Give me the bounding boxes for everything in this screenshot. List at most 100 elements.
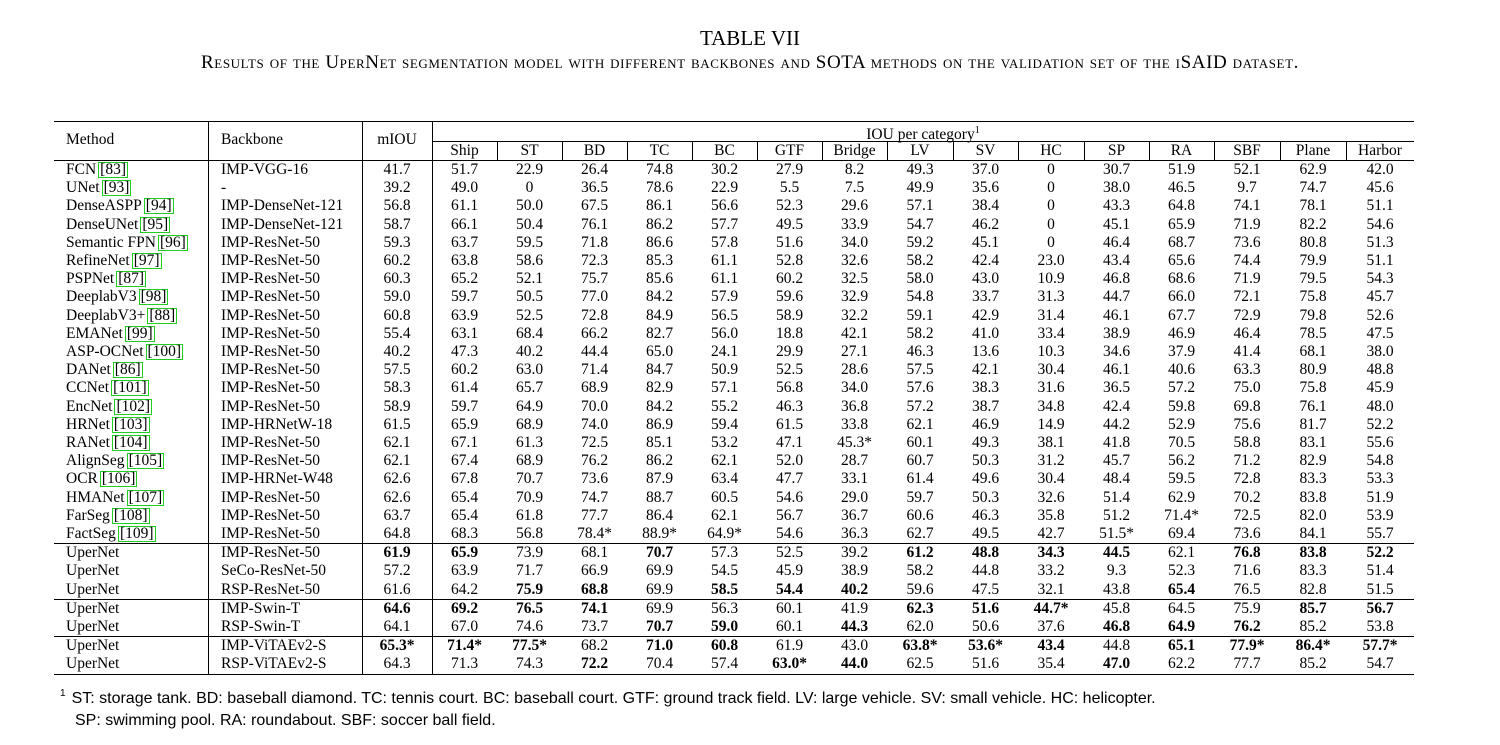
iou-cell-hc: 31.3 [1037,288,1065,306]
iou-cell-sbf: 73.6 [1233,525,1261,542]
iou-cell-sp: 30.7 [1102,161,1131,178]
group-separator-rule [54,598,1414,600]
method-name: UperNet [66,562,120,580]
iou-cell-st: 75.9 [515,580,544,598]
iou-cell-bd: 36.5 [580,179,609,197]
citation-link[interactable]: [100] [145,343,184,360]
iou-cell-sbf: 71.9 [1233,215,1261,233]
iou-cell-st: 70.7 [515,470,544,488]
citation-link[interactable]: [95] [140,215,171,233]
iou-cell-ra: 65.6 [1167,252,1196,269]
iou-cell-st: 73.9 [515,544,544,562]
iou-cell-plane: 83.8 [1299,488,1327,506]
citation-link[interactable]: [99] [124,324,155,342]
iou-cell-tc: 70.7 [645,544,674,562]
iou-cell-plane: 86.4* [1295,637,1331,655]
group-separator-rule [54,543,1414,545]
iou-cell-sbf: 73.6 [1233,233,1261,251]
citation-link[interactable]: [104] [111,434,150,451]
iou-cell-hc: 31.2 [1037,452,1065,470]
iou-cell-bc: 54.5 [710,562,739,580]
citation-link[interactable]: [103] [111,415,150,433]
iou-cell-harbor: 55.7 [1366,525,1394,542]
iou-cell-lv: 60.1 [906,434,934,451]
iou-cell-harbor: 56.7 [1366,599,1394,617]
citation-link[interactable]: [97] [131,252,162,269]
iou-cell-harbor: 57.7* [1362,637,1398,655]
iou-cell-tc: 69.9 [645,599,674,617]
citation-link[interactable]: [98] [138,288,169,306]
iou-cell-bd: 74.7 [580,488,609,506]
footnote-text-1: ST: storage tank. BD: baseball diamond. … [71,690,1156,707]
citation-link[interactable]: [83] [98,161,128,178]
iou-cell-tc: 85.6 [645,270,674,288]
miou-cell: 62.6 [383,470,411,488]
iou-cell-lv: 59.6 [906,580,934,598]
category-column-separator [887,141,888,160]
miou-cell: 64.3 [383,655,411,673]
citation-link[interactable]: [93] [101,179,132,197]
iou-cell-hc: 0 [1047,215,1055,233]
method-cell: RefineNet [97] [66,252,162,270]
miou-cell: 57.2 [383,562,411,580]
iou-cell-sp: 43.3 [1102,197,1131,215]
iou-cell-ship: 64.2 [450,580,479,598]
iou-cell-ship: 65.4 [450,506,479,524]
iou-cell-ra: 64.5 [1167,599,1196,617]
group-separator-rule [54,636,1414,638]
iou-cell-st: 65.7 [515,379,544,397]
iou-cell-tc: 87.9 [645,470,674,488]
iou-cell-ra: 64.8 [1167,197,1196,215]
iou-cell-bc: 61.1 [710,252,739,269]
method-name: DenseASPP [66,197,142,215]
citation-link[interactable]: [87] [116,270,147,288]
iou-cell-plane: 79.9 [1299,252,1327,269]
iou-cell-ra: 46.9 [1167,324,1196,342]
iou-cell-hc: 14.9 [1037,415,1065,433]
method-name: UperNet [66,618,120,635]
iou-cell-sbf: 75.6 [1233,415,1261,433]
citation-link[interactable]: [108] [111,506,150,524]
iou-cell-sbf: 52.1 [1233,161,1261,178]
citation-link[interactable]: [86] [112,361,143,379]
citation-link[interactable]: [105] [126,452,165,470]
citation-link[interactable]: [107] [126,488,165,506]
iou-cell-gtf: 27.9 [775,161,804,178]
method-cell: CCNet [101] [66,379,149,397]
citation-link[interactable]: [94] [143,197,174,215]
method-name: FarSeg [66,506,110,524]
iou-cell-sp: 45.1 [1102,215,1131,233]
iou-cell-bd: 77.0 [580,288,609,306]
citation-link[interactable]: [101] [111,379,149,397]
iou-cell-sv: 47.5 [971,580,1000,598]
iou-cell-hc: 34.3 [1037,544,1065,562]
iou-cell-sbf: 69.8 [1233,397,1261,415]
iou-cell-bd: 71.8 [580,233,609,251]
method-cell: DeeplabV3 [98] [66,288,169,306]
iou-cell-tc: 86.2 [645,215,674,233]
iou-cell-sp: 42.4 [1102,397,1131,415]
iou-cell-bridge: 8.2 [844,161,865,178]
iou-cell-gtf: 52.5 [775,361,804,379]
citation-link[interactable]: [106] [99,470,138,488]
iou-cell-bc: 55.2 [710,397,739,415]
iou-cell-bridge: 38.9 [840,562,869,580]
iou-cell-ra: 70.5 [1167,434,1196,451]
iou-cell-plane: 79.5 [1299,270,1327,288]
citation-link[interactable]: [88] [147,306,178,324]
header-category-lv: LV [910,141,930,159]
iou-cell-sbf: 71.6 [1233,562,1261,580]
miou-cell: 59.0 [383,288,411,306]
citation-link[interactable]: [102] [114,397,153,415]
iou-cell-gtf: 58.9 [775,306,804,324]
citation-link[interactable]: [109] [117,525,156,542]
iou-cell-lv: 58.2 [906,252,934,269]
iou-cell-lv: 54.8 [906,288,934,306]
method-name: EMANet [66,324,123,342]
iou-cell-sp: 44.5 [1102,544,1131,562]
category-column-separator [1214,141,1215,160]
citation-link[interactable]: [96] [158,233,188,251]
iou-cell-gtf: 52.8 [775,252,804,269]
iou-cell-hc: 0 [1047,179,1055,197]
iou-cell-bc: 56.0 [710,324,739,342]
